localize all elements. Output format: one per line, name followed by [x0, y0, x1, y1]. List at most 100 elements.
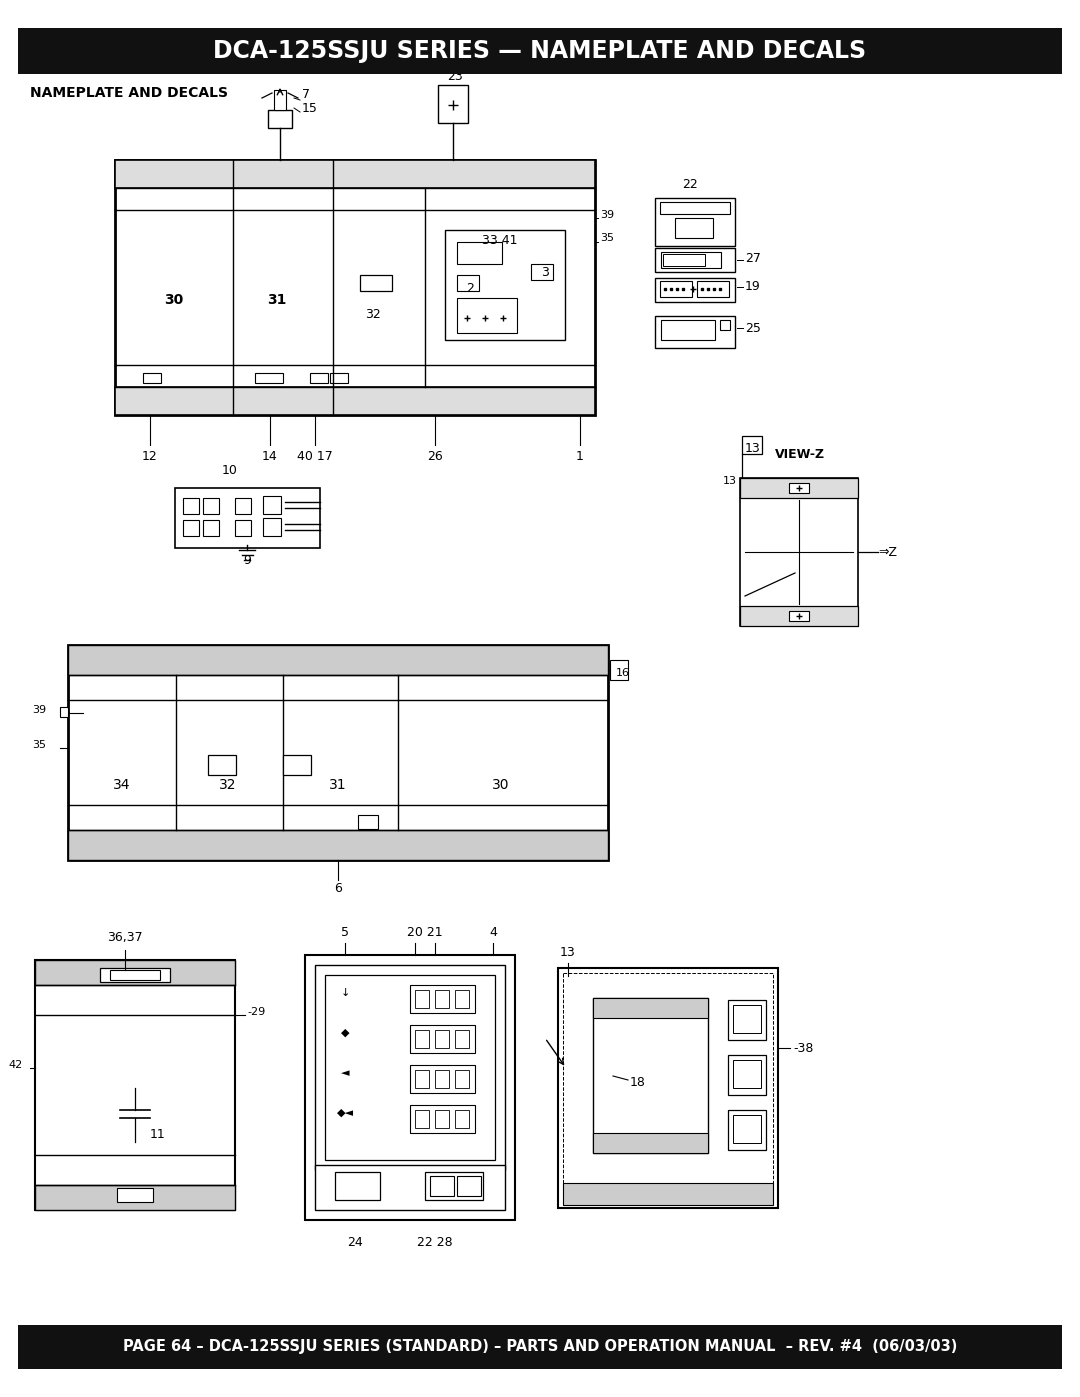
Bar [457, 242, 502, 264]
Text: 5: 5 [341, 926, 349, 940]
Bar [315, 965, 505, 1171]
Circle shape [460, 312, 474, 326]
Text: -29: -29 [247, 1007, 266, 1017]
Bar [114, 161, 595, 415]
Text: ◆◄: ◆◄ [337, 1108, 353, 1118]
Bar [675, 218, 713, 237]
Bar [68, 645, 608, 675]
Circle shape [127, 1140, 143, 1155]
Circle shape [478, 312, 492, 326]
Text: DCA-125SSJU SERIES — NAMEPLATE AND DECALS: DCA-125SSJU SERIES — NAMEPLATE AND DECAL… [214, 39, 866, 63]
Bar [264, 496, 281, 514]
Bar [410, 1025, 475, 1053]
Text: 13: 13 [723, 476, 737, 486]
Text: 33 41: 33 41 [483, 233, 517, 246]
Text: 42: 42 [9, 1060, 23, 1070]
Bar [143, 373, 161, 383]
Bar [740, 606, 858, 626]
Text: 20 21: 20 21 [407, 926, 443, 940]
Bar [733, 1115, 761, 1143]
Bar [310, 373, 328, 383]
Bar [175, 488, 320, 548]
Text: 1: 1 [576, 450, 584, 464]
Circle shape [93, 1088, 177, 1172]
Bar [18, 28, 1062, 74]
Bar [660, 203, 730, 214]
Bar [740, 478, 858, 497]
Bar [660, 281, 692, 298]
Text: 30: 30 [492, 778, 510, 792]
Bar [563, 1183, 773, 1206]
Text: 32: 32 [365, 309, 381, 321]
Text: 26: 26 [427, 450, 443, 464]
Bar [697, 281, 729, 298]
Bar [457, 298, 517, 332]
Bar [457, 1176, 481, 1196]
Bar [661, 320, 715, 339]
Circle shape [238, 522, 248, 534]
Bar [531, 264, 553, 279]
Bar [455, 1070, 469, 1088]
Text: 10: 10 [222, 464, 238, 476]
Bar [435, 1070, 449, 1088]
Bar [415, 1070, 429, 1088]
Bar [330, 373, 348, 383]
Bar [264, 518, 281, 536]
Circle shape [266, 499, 278, 511]
Text: PAGE 64 – DCA-125SSJU SERIES (STANDARD) – PARTS AND OPERATION MANUAL  – REV. #4 : PAGE 64 – DCA-125SSJU SERIES (STANDARD) … [123, 1340, 957, 1355]
Circle shape [206, 522, 216, 534]
Bar [740, 478, 858, 626]
Text: 2: 2 [467, 282, 474, 295]
Text: 40 17: 40 17 [297, 450, 333, 464]
Bar [203, 520, 219, 536]
Text: 15: 15 [302, 102, 318, 115]
Text: 12: 12 [143, 450, 158, 464]
Circle shape [206, 502, 216, 511]
Bar [410, 1105, 475, 1133]
Text: 35: 35 [32, 740, 46, 750]
Text: 14: 14 [262, 450, 278, 464]
Bar [558, 968, 778, 1208]
Bar [435, 1111, 449, 1127]
Bar [426, 1172, 483, 1200]
Bar [274, 89, 286, 110]
Text: 31: 31 [329, 778, 347, 792]
Circle shape [496, 312, 510, 326]
Bar [457, 275, 480, 291]
Circle shape [186, 522, 195, 534]
Bar [593, 1133, 708, 1153]
Bar [728, 1000, 766, 1039]
Text: 32: 32 [219, 778, 237, 792]
Text: ⇒Z: ⇒Z [878, 545, 897, 559]
Bar [654, 249, 735, 272]
Circle shape [266, 521, 278, 534]
Text: 16: 16 [616, 668, 630, 678]
Text: 13: 13 [745, 441, 760, 454]
Text: 30: 30 [164, 293, 184, 307]
Bar [789, 483, 809, 493]
Bar [733, 1004, 761, 1032]
Bar [438, 85, 468, 123]
Bar [305, 956, 515, 1220]
Text: 31: 31 [268, 293, 286, 307]
Text: 39: 39 [32, 705, 46, 715]
Bar [435, 990, 449, 1009]
Bar [68, 645, 608, 861]
Bar [455, 1111, 469, 1127]
Bar [733, 1060, 761, 1088]
Bar [255, 373, 283, 383]
Circle shape [443, 95, 463, 115]
Bar [654, 278, 735, 302]
Text: 22 28: 22 28 [417, 1235, 453, 1249]
Bar [661, 251, 721, 268]
Text: 6: 6 [334, 882, 342, 894]
Text: 34: 34 [113, 778, 131, 792]
Text: NAMEPLATE AND DECALS: NAMEPLATE AND DECALS [30, 87, 228, 101]
Bar [60, 707, 68, 717]
Bar [235, 520, 251, 536]
Bar [430, 1176, 454, 1196]
Bar [435, 1030, 449, 1048]
Bar [114, 387, 595, 415]
Circle shape [186, 502, 195, 511]
Circle shape [238, 502, 248, 511]
